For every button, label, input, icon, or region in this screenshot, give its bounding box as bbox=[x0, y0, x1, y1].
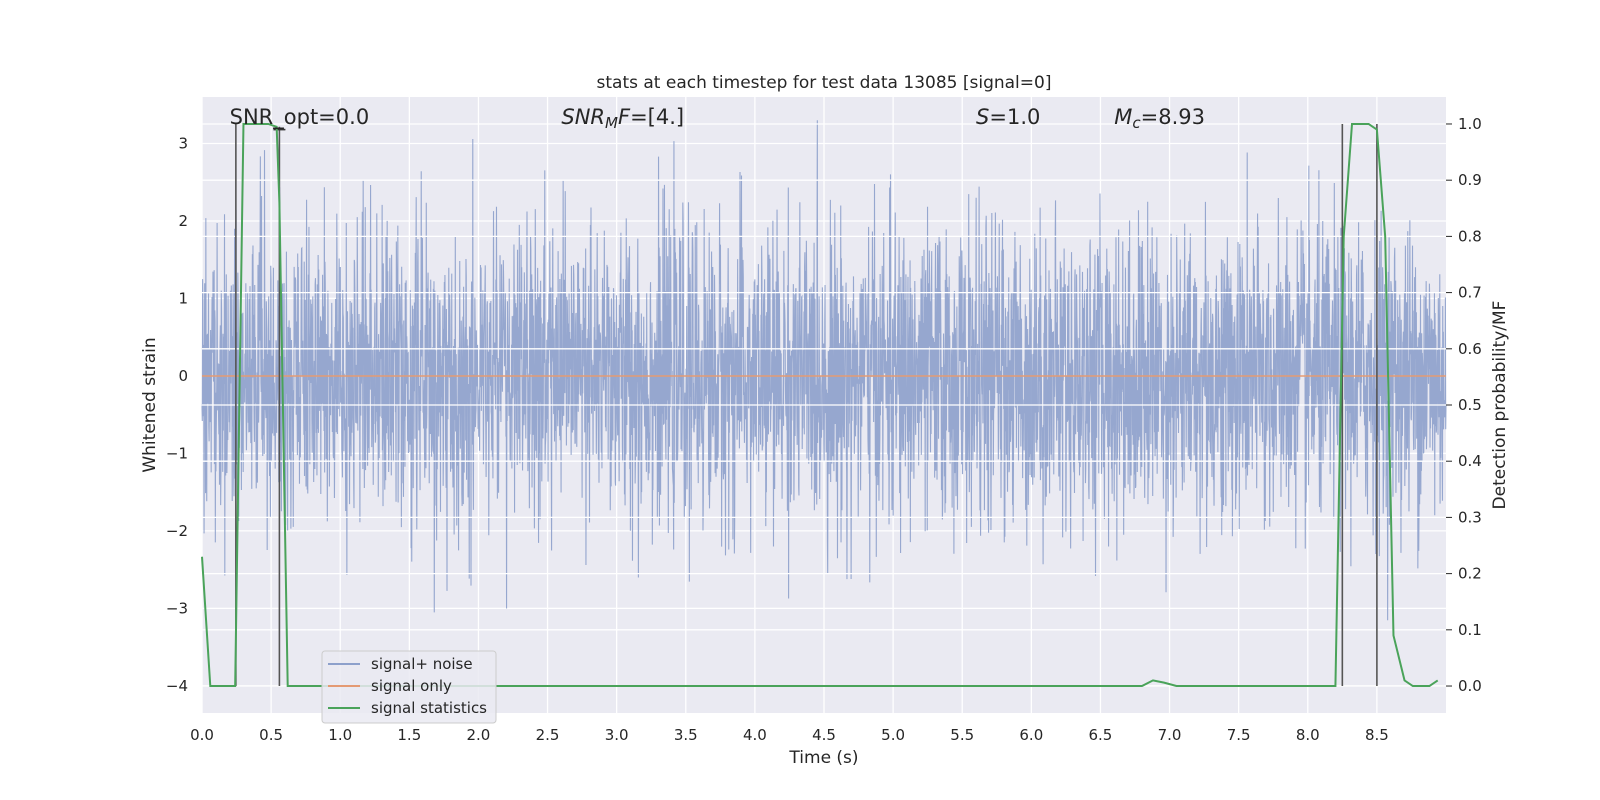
x-tick-label: 2.0 bbox=[467, 726, 491, 744]
x-tick-label: 3.0 bbox=[605, 726, 629, 744]
y-axis-label-right: Detection probability/MF bbox=[1490, 301, 1510, 510]
signal-noise-series bbox=[201, 120, 1447, 621]
x-tick-label: 8.0 bbox=[1296, 726, 1320, 744]
y-right-tick-label: 0.5 bbox=[1458, 396, 1482, 414]
x-tick-label: 5.5 bbox=[950, 726, 974, 744]
y-right-tick-label: 0.8 bbox=[1458, 227, 1482, 245]
annotation-3: S=1.0 bbox=[976, 105, 1040, 129]
legend-box bbox=[321, 650, 497, 724]
x-tick-label: 1.5 bbox=[397, 726, 421, 744]
x-tick-label: 4.0 bbox=[743, 726, 767, 744]
x-tick-label: 6.5 bbox=[1089, 726, 1113, 744]
x-tick-label: 4.5 bbox=[812, 726, 836, 744]
y-right-tick-label: 1.0 bbox=[1458, 115, 1482, 133]
y-right-tick-label: 0.3 bbox=[1458, 508, 1482, 526]
x-axis-label: Time (s) bbox=[788, 748, 858, 768]
annotations: SNR_opt=0.0 SNRMF=[4.] S=1.0 Mc=8.93 bbox=[230, 105, 1205, 132]
annotation-4: Mc=8.93 bbox=[1114, 105, 1205, 132]
y-right-tick-label: 0.2 bbox=[1458, 565, 1482, 583]
annotation-2: SNRMF=[4.] bbox=[561, 105, 684, 132]
x-tick-label: 5.0 bbox=[881, 726, 905, 744]
x-tick-label: 0.0 bbox=[190, 726, 214, 744]
y-axis-label-left: Whitened strain bbox=[140, 337, 160, 472]
x-tick-label: 3.5 bbox=[674, 726, 698, 744]
x-tick-label: 0.5 bbox=[259, 726, 283, 744]
y-right-tick-label: 0.0 bbox=[1458, 677, 1482, 695]
legend-label-signal: signal only bbox=[371, 677, 452, 695]
x-tick-labels: 0.0 0.5 1.0 1.5 2.0 2.5 3.0 3.5 4.0 4.5 5.0 5.5 6.0 6… bbox=[190, 726, 1389, 744]
noise-line bbox=[201, 120, 1447, 621]
signal-statistics-series bbox=[201, 122, 1439, 688]
x-tick-label: 6.0 bbox=[1019, 726, 1043, 744]
x-tick-label: 2.5 bbox=[536, 726, 560, 744]
x-tick-label: 7.5 bbox=[1227, 726, 1251, 744]
grid-horizontal-right bbox=[202, 123, 1452, 687]
chart-title: stats at each timestep for test data 130… bbox=[597, 73, 1052, 93]
x-tick-label: 8.5 bbox=[1365, 726, 1389, 744]
legend-label-stats: signal statistics bbox=[371, 699, 487, 717]
y-right-tick-label: 0.6 bbox=[1458, 340, 1482, 358]
y-right-tick-label: 0.1 bbox=[1458, 621, 1482, 639]
y-right-tick-label: 0.4 bbox=[1458, 452, 1482, 470]
y-right-tick-label: 0.7 bbox=[1458, 284, 1482, 302]
y-left-tick-label: 0 bbox=[178, 367, 188, 385]
y-left-tick-label: −3 bbox=[166, 599, 188, 617]
y-left-tick-label: −2 bbox=[166, 522, 188, 540]
y-left-tick-label: −4 bbox=[166, 677, 188, 695]
annotation-1: SNR_opt=0.0 bbox=[230, 105, 370, 130]
legend: signal+ noise signal only signal statist… bbox=[321, 650, 497, 724]
y-left-tick-label: 1 bbox=[178, 289, 188, 307]
legend-label-noise: signal+ noise bbox=[371, 655, 473, 673]
y-left-tick-label: 3 bbox=[178, 134, 188, 152]
y-right-tick-label: 0.9 bbox=[1458, 171, 1482, 189]
x-tick-label: 1.0 bbox=[328, 726, 352, 744]
x-tick-label: 7.0 bbox=[1158, 726, 1182, 744]
y-right-tick-labels: 0.0 0.1 0.2 0.3 0.4 0.5 0.6 0.7 0.8 0.9 1.0 bbox=[1458, 115, 1482, 695]
y-left-tick-label: −1 bbox=[166, 444, 188, 462]
y-left-tick-labels: −4 −3 −2 −1 0 1 2 3 bbox=[166, 134, 188, 694]
signal-statistics-line bbox=[201, 122, 1439, 688]
y-left-tick-label: 2 bbox=[178, 212, 188, 230]
